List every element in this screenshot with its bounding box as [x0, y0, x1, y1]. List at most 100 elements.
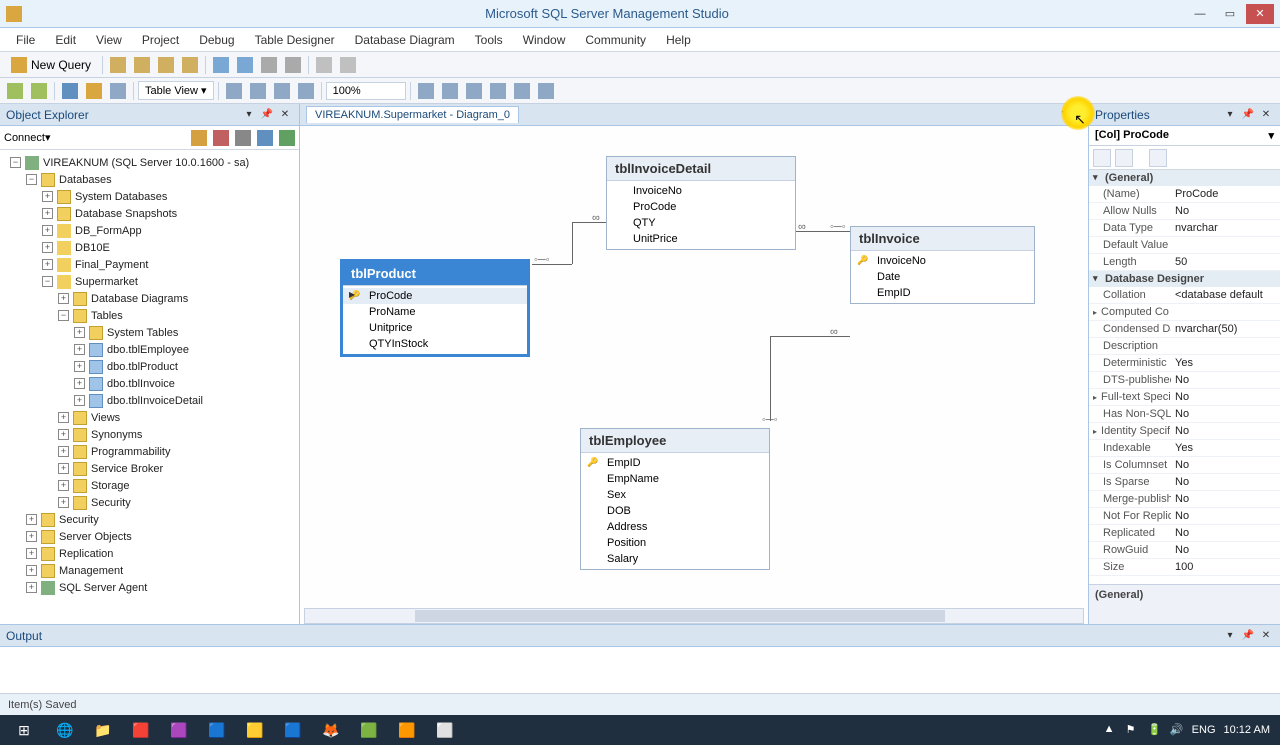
table-column[interactable]: DOB — [581, 503, 769, 519]
connect-button[interactable]: Connect ▾ — [4, 131, 51, 144]
tool-icon[interactable] — [155, 54, 177, 76]
property-row[interactable]: RowGuidNo — [1089, 542, 1280, 559]
table-column[interactable]: QTYInStock — [343, 336, 527, 352]
property-row[interactable]: Allow NullsNo — [1089, 203, 1280, 220]
tray-icon[interactable]: 🔋 — [1148, 723, 1162, 737]
diagram-tab[interactable]: VIREAKNUM.Supermarket - Diagram_0 — [306, 106, 519, 123]
property-row[interactable]: Description — [1089, 338, 1280, 355]
menu-tools[interactable]: Tools — [465, 30, 513, 50]
tree-item[interactable]: +DB_FormApp — [2, 222, 297, 239]
diagram-table[interactable]: tblProductProCodeProNameUnitpriceQTYInSt… — [340, 259, 530, 357]
tool-icon[interactable] — [107, 80, 129, 102]
table-column[interactable]: QTY — [607, 215, 795, 231]
tool-icon[interactable] — [487, 80, 509, 102]
property-row[interactable]: Full-text SpeciNo — [1089, 389, 1280, 406]
dropdown-icon[interactable]: ▾ — [1222, 628, 1238, 644]
menu-project[interactable]: Project — [132, 30, 189, 50]
tool-icon[interactable] — [234, 54, 256, 76]
taskbar-firefox-icon[interactable]: 🦊 — [314, 717, 348, 743]
property-row[interactable]: Size100 — [1089, 559, 1280, 576]
property-row[interactable]: Is ColumnsetNo — [1089, 457, 1280, 474]
property-row[interactable]: (Name)ProCode — [1089, 186, 1280, 203]
menu-view[interactable]: View — [86, 30, 132, 50]
table-column[interactable]: InvoiceNo — [607, 183, 795, 199]
table-column[interactable]: Sex — [581, 487, 769, 503]
tool-icon[interactable] — [179, 54, 201, 76]
tool-icon[interactable] — [463, 80, 485, 102]
diagram-table[interactable]: tblEmployeeEmpIDEmpNameSexDOBAddressPosi… — [580, 428, 770, 570]
property-row[interactable]: Collation<database default — [1089, 287, 1280, 304]
taskbar-excel-icon[interactable]: 🟩 — [352, 717, 386, 743]
table-column[interactable]: EmpName — [581, 471, 769, 487]
table-column[interactable]: Unitprice — [343, 320, 527, 336]
tree-item[interactable]: +dbo.tblProduct — [2, 358, 297, 375]
tree-item[interactable]: −Tables — [2, 307, 297, 324]
tree-item[interactable]: +Database Snapshots — [2, 205, 297, 222]
taskbar-explorer-icon[interactable]: 📁 — [86, 717, 120, 743]
table-view-dropdown[interactable]: Table View ▾ — [138, 81, 214, 100]
taskbar-app-icon[interactable]: 🟧 — [390, 717, 424, 743]
table-column[interactable]: Date — [851, 269, 1034, 285]
menu-table-designer[interactable]: Table Designer — [245, 30, 345, 50]
property-row[interactable]: Identity SpecifNo — [1089, 423, 1280, 440]
pin-icon[interactable]: 📌 — [1240, 628, 1256, 644]
tree-item[interactable]: +Final_Payment — [2, 256, 297, 273]
taskbar-ssms-icon[interactable]: 🟨 — [238, 717, 272, 743]
diagram-table[interactable]: tblInvoiceDetailInvoiceNoProCodeQTYUnitP… — [606, 156, 796, 250]
property-row[interactable]: Has Non-SQLNo — [1089, 406, 1280, 423]
tree-item[interactable]: −VIREAKNUM (SQL Server 10.0.1600 - sa) — [2, 154, 297, 171]
tool-icon[interactable] — [295, 80, 317, 102]
tree-item[interactable]: +dbo.tblInvoice — [2, 375, 297, 392]
close-button[interactable]: ✕ — [1246, 4, 1274, 24]
tool-icon[interactable] — [131, 54, 153, 76]
tray-icon[interactable]: ⚑ — [1126, 723, 1140, 737]
close-icon[interactable]: ✕ — [277, 107, 293, 123]
table-column[interactable]: UnitPrice — [607, 231, 795, 247]
tree-item[interactable]: +Synonyms — [2, 426, 297, 443]
object-tree[interactable]: −VIREAKNUM (SQL Server 10.0.1600 - sa)−D… — [0, 150, 299, 624]
taskbar-ie-icon[interactable]: 🌐 — [48, 717, 82, 743]
tool-icon[interactable] — [439, 80, 461, 102]
tool-icon[interactable] — [83, 80, 105, 102]
stop-icon[interactable] — [235, 130, 251, 146]
filter-icon[interactable] — [257, 130, 273, 146]
disconnect-icon[interactable] — [213, 130, 229, 146]
menu-window[interactable]: Window — [513, 30, 576, 50]
table-column[interactable]: ProName — [343, 304, 527, 320]
taskbar-app-icon[interactable]: 🟦 — [200, 717, 234, 743]
menu-database-diagram[interactable]: Database Diagram — [345, 30, 465, 50]
tree-item[interactable]: +Security — [2, 494, 297, 511]
property-row[interactable]: Data Typenvarchar — [1089, 220, 1280, 237]
table-column[interactable]: ProCode — [343, 288, 527, 304]
h-scrollbar[interactable] — [304, 608, 1084, 624]
tree-item[interactable]: +DB10E — [2, 239, 297, 256]
property-grid[interactable]: (General)(Name)ProCodeAllow NullsNoData … — [1089, 170, 1280, 584]
system-tray[interactable]: ▲ ⚑ 🔋 🔊 ENG 10:12 AM — [1104, 723, 1276, 737]
taskbar-app-icon[interactable]: 🟦 — [276, 717, 310, 743]
pin-icon[interactable]: 📌 — [1240, 107, 1256, 123]
table-column[interactable]: EmpID — [581, 455, 769, 471]
property-row[interactable]: Length50 — [1089, 254, 1280, 271]
tool-icon[interactable] — [223, 80, 245, 102]
property-row[interactable]: ReplicatedNo — [1089, 525, 1280, 542]
tree-item[interactable]: +dbo.tblInvoiceDetail — [2, 392, 297, 409]
tool-icon[interactable] — [247, 80, 269, 102]
tool-icon[interactable] — [282, 54, 304, 76]
menu-edit[interactable]: Edit — [45, 30, 86, 50]
property-category[interactable]: Database Designer — [1089, 271, 1280, 287]
tree-item[interactable]: +System Tables — [2, 324, 297, 341]
tree-item[interactable]: −Supermarket — [2, 273, 297, 290]
tree-item[interactable]: +Replication — [2, 545, 297, 562]
property-row[interactable]: Merge-publishNo — [1089, 491, 1280, 508]
tool-icon[interactable] — [258, 54, 280, 76]
tool-icon[interactable] — [415, 80, 437, 102]
tool-icon[interactable] — [107, 54, 129, 76]
tree-item[interactable]: +dbo.tblEmployee — [2, 341, 297, 358]
tool-icon[interactable] — [511, 80, 533, 102]
tree-item[interactable]: +Database Diagrams — [2, 290, 297, 307]
table-column[interactable]: Address — [581, 519, 769, 535]
property-row[interactable]: Default Value o — [1089, 237, 1280, 254]
property-row[interactable]: Is SparseNo — [1089, 474, 1280, 491]
taskbar-app-icon[interactable]: ⬜ — [428, 717, 462, 743]
tool-icon[interactable] — [4, 80, 26, 102]
